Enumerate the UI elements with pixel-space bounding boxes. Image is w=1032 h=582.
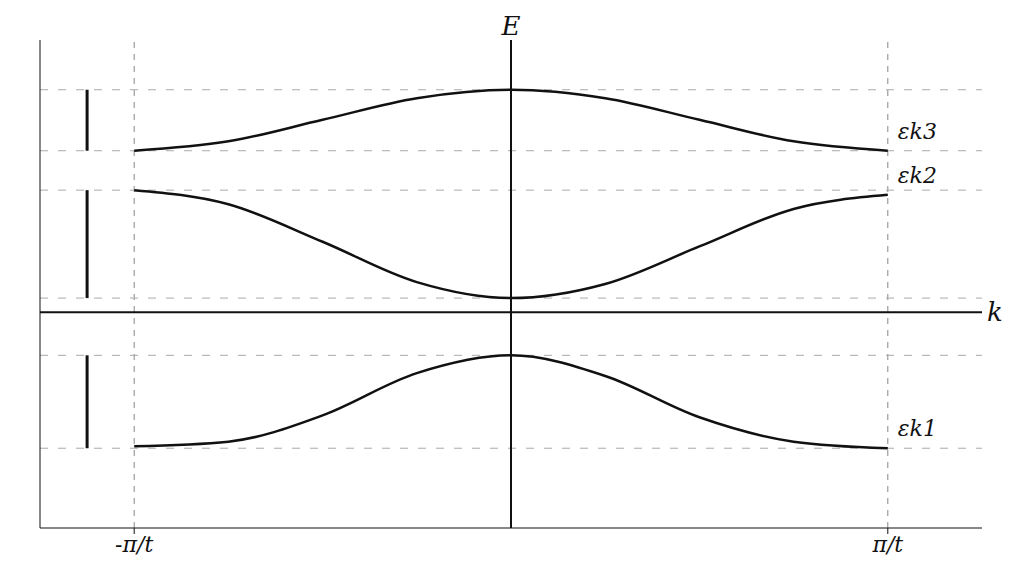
svg-text:E: E <box>501 11 521 41</box>
svg-text:εk3: εk3 <box>898 119 937 144</box>
svg-text:εk2: εk2 <box>898 163 937 188</box>
svg-text:εk1: εk1 <box>898 416 937 441</box>
svg-text:-π/t: -π/t <box>115 532 153 557</box>
svg-text:k: k <box>987 297 1003 327</box>
svg-text:π/t: π/t <box>871 532 903 557</box>
